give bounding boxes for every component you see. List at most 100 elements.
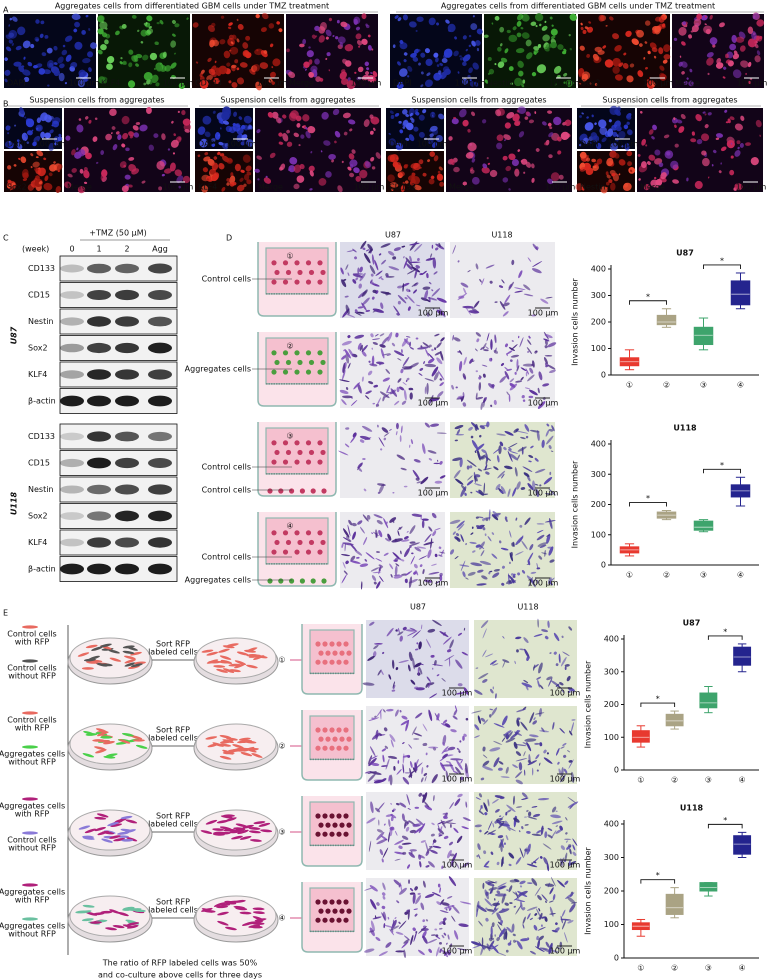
band bbox=[148, 563, 172, 575]
significance-label: * bbox=[656, 695, 660, 704]
scale-bar-label: 100 μm bbox=[608, 140, 639, 149]
cell-dot bbox=[325, 650, 331, 656]
cell bbox=[515, 751, 522, 756]
cell bbox=[350, 543, 357, 552]
cell bbox=[474, 348, 478, 352]
cell bbox=[548, 132, 554, 138]
cell bbox=[459, 564, 470, 567]
cell bbox=[506, 889, 509, 891]
cell bbox=[707, 112, 712, 116]
cell-dot bbox=[317, 350, 323, 356]
cell bbox=[343, 570, 348, 575]
cell bbox=[408, 744, 413, 749]
cell bbox=[387, 332, 393, 342]
box bbox=[665, 713, 684, 727]
cell-dot bbox=[294, 279, 300, 285]
protein-label: β-actin bbox=[28, 565, 56, 574]
cell bbox=[529, 712, 535, 724]
micrograph bbox=[446, 106, 572, 192]
cell bbox=[368, 930, 375, 933]
cell bbox=[367, 655, 375, 661]
cell-dot bbox=[339, 736, 345, 742]
cell bbox=[415, 930, 418, 934]
spindle-cell bbox=[246, 747, 259, 751]
channel-label: KLF4 bbox=[198, 183, 217, 192]
cell bbox=[408, 820, 416, 826]
cell bbox=[456, 520, 465, 529]
cell bbox=[559, 727, 565, 734]
cell bbox=[462, 119, 469, 127]
condition-label: Control cells bbox=[202, 486, 251, 495]
cell bbox=[523, 293, 534, 297]
cell bbox=[613, 152, 620, 159]
cell bbox=[409, 347, 414, 350]
cell bbox=[448, 136, 453, 141]
cell bbox=[580, 22, 583, 26]
sorted-dish bbox=[193, 895, 279, 943]
cell bbox=[514, 466, 518, 477]
cell bbox=[439, 62, 443, 66]
cell bbox=[395, 667, 399, 671]
cell-dot bbox=[297, 359, 303, 366]
cell-dot bbox=[315, 813, 321, 819]
cell bbox=[354, 334, 365, 339]
scale-bar-label: 100 μm bbox=[643, 79, 674, 88]
cell-dot bbox=[305, 279, 312, 285]
cell bbox=[394, 15, 399, 19]
scale-bar-label: 100 μm bbox=[35, 140, 66, 149]
band bbox=[60, 370, 84, 379]
cell bbox=[523, 847, 527, 857]
cell bbox=[701, 133, 710, 142]
cell bbox=[393, 350, 405, 357]
cell-dot bbox=[317, 260, 323, 266]
spindle-cell bbox=[100, 736, 113, 739]
cell bbox=[477, 569, 484, 573]
cell bbox=[521, 570, 526, 574]
box bbox=[656, 314, 677, 326]
micrograph bbox=[575, 150, 636, 194]
cell bbox=[502, 311, 509, 317]
cell bbox=[413, 459, 421, 463]
cell bbox=[182, 118, 191, 126]
transwell-diagram bbox=[257, 512, 337, 587]
panel-label: C bbox=[3, 234, 9, 243]
cell bbox=[464, 763, 468, 774]
cell bbox=[429, 125, 438, 132]
cell bbox=[230, 41, 234, 45]
cell bbox=[393, 574, 403, 579]
cell bbox=[492, 902, 501, 907]
cell bbox=[293, 164, 302, 173]
cell bbox=[369, 885, 378, 892]
protein-label: KLF4 bbox=[28, 538, 47, 547]
cell bbox=[335, 36, 339, 40]
cell bbox=[536, 830, 542, 834]
spindle-cell bbox=[78, 825, 91, 830]
cell bbox=[579, 82, 582, 85]
cell bbox=[315, 76, 321, 82]
cell bbox=[410, 887, 414, 892]
cell bbox=[513, 905, 517, 908]
cell bbox=[673, 37, 678, 41]
cell bbox=[490, 339, 493, 350]
cell bbox=[415, 265, 420, 269]
cell bbox=[516, 718, 520, 727]
cell bbox=[410, 555, 415, 565]
cell bbox=[528, 395, 534, 399]
cell bbox=[372, 289, 377, 294]
cell bbox=[526, 809, 529, 813]
cell bbox=[199, 72, 203, 77]
cell bbox=[240, 124, 246, 130]
cell bbox=[350, 399, 358, 406]
cell bbox=[368, 755, 373, 765]
y-tick-label: 300 bbox=[591, 470, 606, 479]
cell bbox=[451, 915, 456, 922]
cell bbox=[425, 752, 428, 756]
cell bbox=[441, 902, 450, 906]
cell bbox=[547, 827, 553, 831]
cell bbox=[240, 141, 246, 146]
cell bbox=[572, 691, 575, 694]
cell bbox=[536, 567, 541, 570]
cell bbox=[493, 740, 503, 745]
cell-dot bbox=[315, 917, 321, 923]
cell bbox=[186, 17, 189, 20]
